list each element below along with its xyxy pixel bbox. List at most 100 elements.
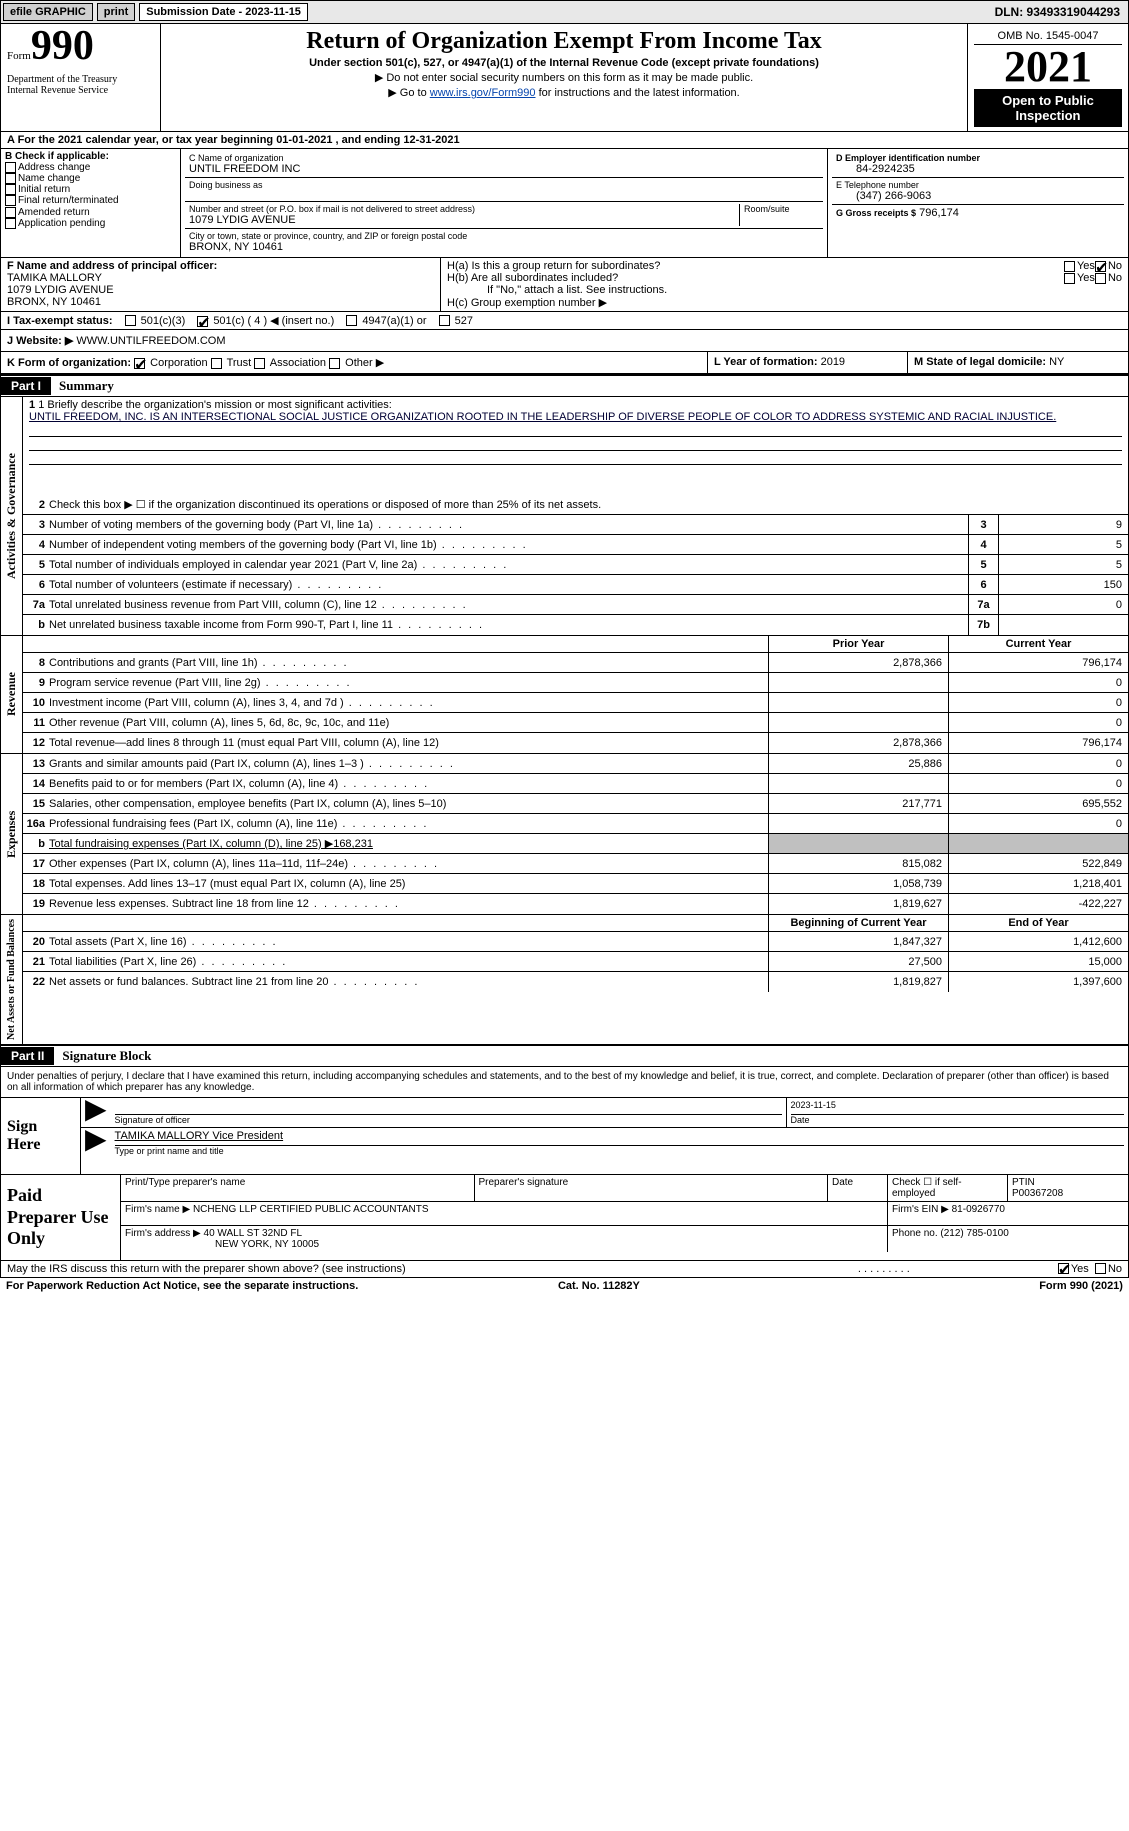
line22-desc: Net assets or fund balances. Subtract li… [49, 974, 768, 990]
chk-address-change[interactable] [5, 162, 16, 173]
boy-header: Beginning of Current Year [768, 915, 948, 931]
ptin-value: P00367208 [1012, 1188, 1063, 1199]
dba-label: Doing business as [189, 180, 819, 190]
line17-prior: 815,082 [768, 854, 948, 873]
chk-527[interactable] [439, 315, 450, 326]
chk-label: Initial return [18, 184, 70, 195]
chk-label: Amended return [18, 207, 90, 218]
line3-val: 9 [998, 515, 1128, 534]
section-c: C Name of organizationUNTIL FREEDOM INC … [181, 149, 828, 257]
mission-label: 1 Briefly describe the organization's mi… [38, 399, 392, 411]
ha-yes[interactable] [1064, 261, 1075, 272]
line4-val: 5 [998, 535, 1128, 554]
chk-name-change[interactable] [5, 173, 16, 184]
line15-desc: Salaries, other compensation, employee b… [49, 796, 768, 812]
form-header: Form990 Department of the Treasury Inter… [0, 24, 1129, 132]
line12-current: 796,174 [948, 733, 1128, 753]
line5-desc: Total number of individuals employed in … [49, 557, 968, 573]
line18-current: 1,218,401 [948, 874, 1128, 893]
line11-prior [768, 713, 948, 732]
chk-amended-return[interactable] [5, 207, 16, 218]
corp-label: Corporation [150, 357, 207, 369]
chk-label: Address change [18, 162, 90, 173]
dln-label: DLN: 93493319044293 [987, 3, 1128, 21]
prior-year-header: Prior Year [768, 636, 948, 652]
line16a-desc: Professional fundraising fees (Part IX, … [49, 816, 768, 832]
eoy-header: End of Year [948, 915, 1128, 931]
line2-desc: Check this box ▶ ☐ if the organization d… [49, 496, 1128, 513]
state-label: M State of legal domicile: [914, 356, 1046, 368]
yes-label: Yes [1077, 272, 1095, 284]
prep-print-label: Print/Type preparer's name [121, 1175, 475, 1201]
chk-assoc[interactable] [254, 358, 265, 369]
part1-header: Part I Summary [0, 375, 1129, 397]
line6-val: 150 [998, 575, 1128, 594]
line9-prior [768, 673, 948, 692]
chk-application-pending[interactable] [5, 218, 16, 229]
print-button[interactable]: print [97, 3, 135, 21]
sig-date-value: 2023-11-15 [791, 1100, 1124, 1115]
chk-corp[interactable] [134, 358, 145, 369]
chk-initial-return[interactable] [5, 184, 16, 195]
sign-here-label: Sign Here [1, 1098, 81, 1174]
website-value: WWW.UNTILFREEDOM.COM [76, 335, 225, 347]
yes-label: Yes [1071, 1263, 1089, 1275]
line20-boy: 1,847,327 [768, 932, 948, 951]
street-value: 1079 LYDIG AVENUE [189, 214, 739, 226]
form-number: 990 [31, 23, 94, 69]
hb-yes[interactable] [1064, 273, 1075, 284]
vert-governance: Activities & Governance [1, 397, 23, 635]
state-value: NY [1049, 356, 1064, 368]
line19-current: -422,227 [948, 894, 1128, 914]
city-value: BRONX, NY 10461 [189, 241, 819, 253]
org-name: UNTIL FREEDOM INC [189, 163, 819, 175]
mission-text: UNTIL FREEDOM, INC. IS AN INTERSECTIONAL… [29, 411, 1122, 423]
line15-current: 695,552 [948, 794, 1128, 813]
vert-expenses: Expenses [1, 754, 23, 914]
discuss-no[interactable] [1095, 1263, 1106, 1274]
phone-label: E Telephone number [836, 180, 1120, 190]
chk-501c3[interactable] [125, 315, 136, 326]
form-title: Return of Organization Exempt From Incom… [167, 28, 961, 55]
chk-other[interactable] [329, 358, 340, 369]
line6-desc: Total number of volunteers (estimate if … [49, 577, 968, 593]
prep-date-label: Date [828, 1175, 888, 1201]
ein-label: D Employer identification number [836, 153, 1120, 163]
line8-desc: Contributions and grants (Part VIII, lin… [49, 655, 768, 671]
chk-final-return[interactable] [5, 195, 16, 206]
ssn-notice: ▶ Do not enter social security numbers o… [167, 71, 961, 84]
year-formation: 2019 [821, 356, 845, 368]
line19-prior: 1,819,627 [768, 894, 948, 914]
chk-label: Name change [18, 173, 80, 184]
line7a-val: 0 [998, 595, 1128, 614]
sig-officer-label: Signature of officer [115, 1115, 782, 1125]
line16b-current [948, 834, 1128, 853]
line18-desc: Total expenses. Add lines 13–17 (must eq… [49, 876, 768, 892]
chk-trust[interactable] [211, 358, 222, 369]
hb-no[interactable] [1095, 273, 1106, 284]
ptin-label: PTIN [1012, 1177, 1035, 1188]
prep-phone-label: Phone no. [892, 1228, 938, 1239]
officer-label: F Name and address of principal officer: [7, 260, 434, 272]
trust-label: Trust [227, 357, 252, 369]
line14-prior [768, 774, 948, 793]
form-word: Form [7, 50, 31, 62]
line10-prior [768, 693, 948, 712]
discuss-row: May the IRS discuss this return with the… [0, 1261, 1129, 1278]
line20-eoy: 1,412,600 [948, 932, 1128, 951]
irs-link[interactable]: www.irs.gov/Form990 [430, 87, 536, 99]
chk-label: Final return/terminated [18, 196, 119, 207]
inspection-badge: Open to Public Inspection [974, 89, 1122, 127]
chk-label: Application pending [18, 218, 105, 229]
phone-value: (347) 266-9063 [836, 190, 1120, 202]
chk-4947[interactable] [346, 315, 357, 326]
no-label: No [1108, 1263, 1122, 1275]
ha-no[interactable] [1095, 261, 1106, 272]
chk-501c[interactable] [197, 316, 208, 327]
hb-note: If "No," attach a list. See instructions… [447, 284, 1122, 296]
dept-label: Department of the Treasury Internal Reve… [7, 74, 154, 96]
line3-desc: Number of voting members of the governin… [49, 517, 968, 533]
discuss-yes[interactable] [1058, 1263, 1069, 1274]
assoc-label: Association [270, 357, 326, 369]
501c3-label: 501(c)(3) [141, 315, 186, 327]
